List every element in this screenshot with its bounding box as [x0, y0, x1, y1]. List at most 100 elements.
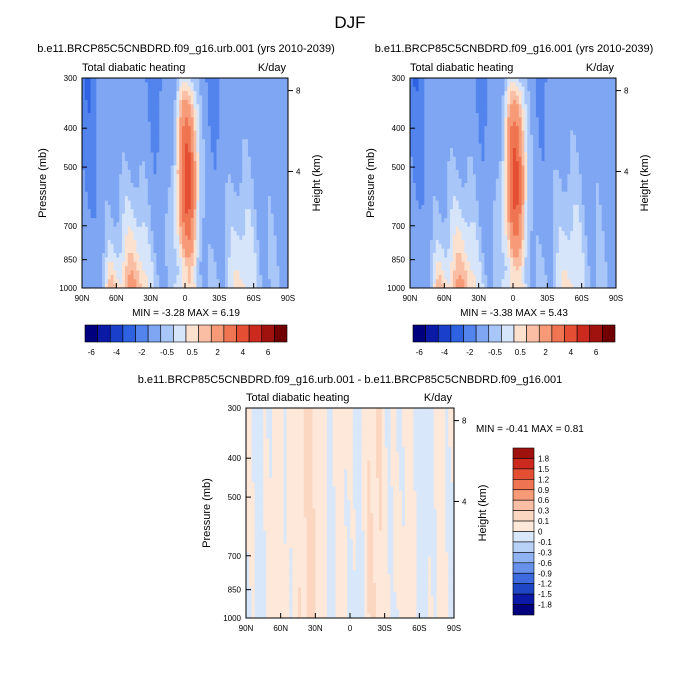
field-cell	[279, 99, 283, 105]
field-cell	[267, 99, 272, 105]
field-cell	[116, 161, 120, 166]
field-cell	[159, 148, 163, 153]
field-cell	[87, 134, 91, 140]
field-cell	[455, 113, 460, 118]
field-cell	[533, 139, 537, 145]
field-cell	[495, 121, 500, 127]
field-cell	[601, 161, 605, 166]
field-cell	[159, 108, 163, 114]
field-cell	[159, 99, 163, 105]
field-cell	[185, 231, 189, 236]
field-cell	[273, 174, 277, 180]
field-cell	[265, 231, 269, 236]
field-cell	[199, 248, 203, 254]
field-cell	[575, 130, 580, 136]
field-cell	[412, 113, 417, 118]
field-cell	[421, 134, 425, 140]
field-cell	[202, 165, 206, 171]
field-cell	[176, 191, 180, 197]
field-cell	[187, 169, 192, 175]
field-cell	[150, 91, 154, 96]
field-cell	[421, 113, 425, 118]
field-cell	[96, 99, 100, 105]
field-cell	[104, 165, 109, 171]
field-cell	[170, 86, 174, 92]
field-cell	[233, 279, 237, 285]
field-cell	[498, 165, 502, 171]
field-cell	[521, 113, 525, 118]
field-cell	[432, 148, 437, 153]
field-cell	[142, 248, 146, 254]
field-cell	[193, 235, 197, 241]
field-cell	[455, 121, 460, 127]
field-cell	[173, 95, 177, 101]
field-cell	[170, 139, 174, 145]
field-cell	[276, 187, 280, 193]
field-cell	[230, 130, 235, 136]
field-cell	[147, 178, 152, 184]
field-cell	[196, 134, 200, 140]
field-cell	[472, 108, 477, 114]
field-cell	[187, 261, 192, 267]
field-cell	[501, 117, 505, 123]
field-cell	[276, 196, 280, 201]
field-cell	[96, 248, 100, 254]
field-cell	[265, 257, 269, 263]
field-cell	[256, 108, 260, 114]
field-cell	[590, 126, 594, 131]
field-cell	[507, 95, 511, 101]
field-cell	[521, 108, 525, 114]
field-cell	[233, 99, 237, 105]
field-cell	[604, 139, 608, 145]
field-cell	[242, 126, 246, 131]
field-cell	[153, 156, 157, 162]
field-cell	[202, 248, 206, 254]
field-cell	[515, 130, 520, 136]
field-cell	[102, 174, 106, 180]
field-cell	[130, 200, 134, 206]
field-cell	[182, 279, 186, 285]
field-cell	[144, 200, 149, 206]
field-cell	[259, 121, 263, 127]
field-cell	[119, 191, 123, 197]
field-cell	[199, 266, 203, 271]
field-cell	[498, 156, 502, 162]
field-cell	[450, 95, 454, 101]
field-cell	[159, 187, 163, 193]
field-cell	[570, 156, 574, 162]
field-cell	[527, 139, 531, 145]
field-cell	[236, 200, 240, 206]
field-cell	[196, 213, 200, 219]
field-cell	[607, 156, 611, 162]
field-cell	[210, 161, 215, 166]
field-cell	[113, 257, 117, 263]
field-cell	[136, 274, 140, 280]
field-cell	[216, 165, 220, 171]
field-cell	[190, 239, 194, 245]
field-cell	[99, 169, 103, 175]
field-cell	[199, 191, 203, 197]
field-cell	[259, 148, 263, 153]
field-cell	[285, 130, 289, 136]
field-cell	[202, 226, 206, 232]
field-cell	[185, 191, 189, 197]
field-cell	[139, 117, 143, 123]
field-cell	[219, 86, 223, 92]
field-cell	[136, 104, 140, 110]
field-cell	[193, 95, 197, 101]
field-cell	[196, 266, 200, 271]
field-cell	[153, 126, 157, 131]
field-cell	[107, 200, 112, 206]
field-cell	[601, 104, 605, 110]
field-cell	[162, 218, 166, 223]
field-cell	[170, 191, 174, 197]
field-cell	[170, 253, 174, 258]
field-cell	[458, 95, 462, 101]
field-cell	[239, 143, 243, 149]
field-cell	[242, 148, 246, 153]
field-cell	[518, 134, 522, 140]
field-cell	[236, 134, 240, 140]
field-cell	[196, 279, 200, 285]
field-cell	[93, 130, 97, 136]
field-cell	[219, 226, 223, 232]
